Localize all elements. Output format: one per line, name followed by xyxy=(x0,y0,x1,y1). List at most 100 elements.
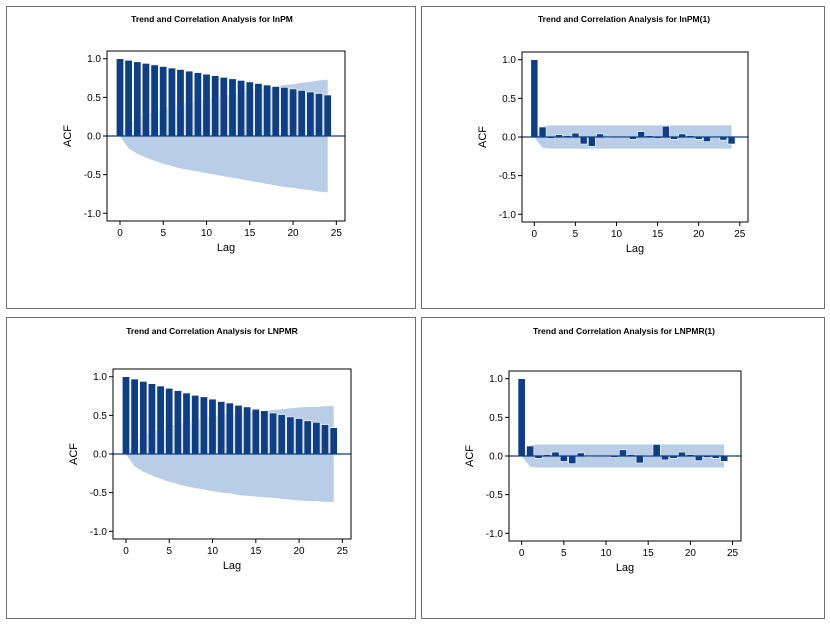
acf-panel-lnpmr: Trend and Correlation Analysis for LNPMR… xyxy=(6,317,416,619)
x-axis-label: Lag xyxy=(616,562,634,574)
acf-bar xyxy=(225,402,234,455)
acf-bar xyxy=(269,412,278,455)
acf-bar xyxy=(133,61,142,137)
x-tick-label: 15 xyxy=(250,546,262,557)
acf-bar xyxy=(130,378,139,455)
acf-bar xyxy=(271,86,280,137)
acf-bar xyxy=(694,455,703,461)
y-tick-label: -0.5 xyxy=(486,490,504,501)
x-tick-label: 15 xyxy=(652,229,664,240)
y-tick-label: 1.0 xyxy=(93,372,107,383)
acf-bar xyxy=(139,381,148,455)
y-axis-label: ACF xyxy=(68,443,80,465)
acf-bar xyxy=(156,385,165,455)
x-tick-label: 5 xyxy=(573,229,579,240)
y-tick-label: 0.5 xyxy=(502,94,516,105)
acf-bar xyxy=(243,406,252,455)
y-tick-label: -0.5 xyxy=(499,171,517,182)
acf-bar xyxy=(122,376,131,455)
x-axis-label: Lag xyxy=(217,242,235,254)
acf-bar xyxy=(193,72,202,137)
acf-bar xyxy=(320,424,329,455)
acf-bar xyxy=(303,420,312,455)
acf-bar xyxy=(312,422,321,455)
acf-bar xyxy=(116,58,125,137)
acf-bar xyxy=(173,390,182,455)
acf-bar xyxy=(517,378,526,457)
acf-chart: Trend and Correlation Analysis for lnPM(… xyxy=(477,14,749,255)
acf-bar xyxy=(727,136,736,145)
y-tick-label: 0.0 xyxy=(502,133,516,144)
x-tick-label: 25 xyxy=(337,546,349,557)
x-tick-label: 5 xyxy=(561,548,567,559)
y-tick-label: -0.5 xyxy=(90,488,108,499)
acf-bar xyxy=(208,398,217,455)
x-tick-label: 0 xyxy=(519,548,525,559)
acf-bar xyxy=(124,59,133,137)
y-tick-label: -1.0 xyxy=(499,210,517,221)
acf-bar xyxy=(588,136,596,147)
acf-bar xyxy=(662,125,670,138)
acf-bar xyxy=(568,455,577,464)
acf-bar xyxy=(191,395,200,455)
acf-panel-lnpmr-diff: Trend and Correlation Analysis for LNPMR… xyxy=(421,317,825,619)
y-tick-label: 1.0 xyxy=(502,55,516,66)
acf-bar xyxy=(323,94,332,137)
x-tick-label: 20 xyxy=(288,228,300,239)
acf-bar xyxy=(579,136,588,145)
chart-title: Trend and Correlation Analysis for LNPMR xyxy=(126,326,298,336)
acf-bar xyxy=(202,73,211,137)
acf-bar xyxy=(211,75,220,137)
y-axis-label: ACF xyxy=(62,125,74,147)
y-tick-label: -0.5 xyxy=(84,170,102,181)
acf-bar xyxy=(538,126,547,138)
acf-bar xyxy=(260,410,269,455)
acf-bar xyxy=(167,67,176,137)
acf-bar xyxy=(652,444,661,457)
acf-bar xyxy=(254,83,263,137)
acf-bar xyxy=(559,455,568,462)
x-tick-label: 20 xyxy=(294,546,306,557)
y-tick-label: 0.0 xyxy=(93,450,107,461)
acf-bar xyxy=(289,88,298,137)
acf-bar xyxy=(526,445,535,457)
acf-bar xyxy=(619,449,627,457)
x-tick-label: 10 xyxy=(201,228,213,239)
x-tick-label: 0 xyxy=(117,228,123,239)
chart-title: Trend and Correlation Analysis for lnPM(… xyxy=(538,14,710,24)
x-axis-label: Lag xyxy=(223,560,241,572)
acf-bar xyxy=(295,418,304,455)
chart-title: Trend and Correlation Analysis for LNPMR… xyxy=(533,326,715,336)
acf-chart: Trend and Correlation Analysis for lnPM 1… xyxy=(62,14,346,254)
acf-bar xyxy=(219,77,228,137)
y-tick-label: 0.5 xyxy=(93,411,107,422)
acf-chart: Trend and Correlation Analysis for LNPMR… xyxy=(464,326,742,574)
acf-bar xyxy=(635,455,644,464)
chart-title: Trend and Correlation Analysis for lnPM xyxy=(131,14,293,24)
x-tick-label: 10 xyxy=(207,546,219,557)
acf-bar xyxy=(263,84,272,137)
acf-bar xyxy=(141,63,150,137)
x-tick-label: 10 xyxy=(611,229,623,240)
y-tick-label: 0.5 xyxy=(87,93,101,104)
x-tick-label: 5 xyxy=(166,546,172,557)
x-axis-label: Lag xyxy=(626,243,644,255)
acf-panel-lnpm: Trend and Correlation Analysis for lnPM 1… xyxy=(6,6,416,309)
x-tick-label: 10 xyxy=(600,548,612,559)
acf-bar xyxy=(314,93,323,137)
acf-bar xyxy=(176,69,185,137)
x-tick-label: 15 xyxy=(643,548,655,559)
x-tick-label: 0 xyxy=(532,229,538,240)
acf-bar xyxy=(306,91,315,137)
acf-bar xyxy=(286,416,295,455)
acf-bar xyxy=(720,455,729,462)
acf-bar xyxy=(165,388,174,455)
acf-bar xyxy=(251,408,260,455)
acf-bar xyxy=(637,131,646,138)
acf-bar xyxy=(234,405,243,455)
y-axis-label: ACF xyxy=(477,126,489,148)
x-tick-label: 25 xyxy=(727,548,739,559)
y-tick-label: -1.0 xyxy=(84,209,102,220)
acf-bar xyxy=(297,90,306,137)
y-tick-label: 0.5 xyxy=(489,413,503,424)
